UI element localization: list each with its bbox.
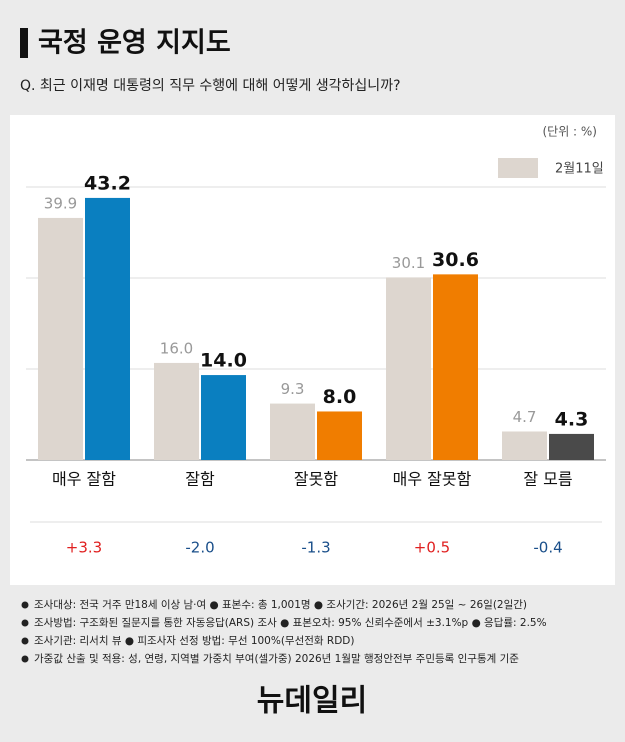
bar <box>154 362 199 460</box>
value-label: 4.7 <box>513 408 537 426</box>
footnote: 조사대상: 전국 거주 만18세 이상 남·여 ● 표본수: 총 1,001명 … <box>34 598 527 611</box>
bar <box>38 217 83 460</box>
value-label: 39.9 <box>44 194 77 212</box>
logo: 뉴데일리 <box>257 684 367 719</box>
change-label: +0.5 <box>414 539 450 557</box>
footnote: 조사기관: 리서치 뷰 ● 피조사자 선정 방법: 무선 100%(무선전화 R… <box>34 635 354 647</box>
bar <box>201 375 246 460</box>
x-tick-label: 매우 잘함 <box>52 470 116 489</box>
legend-swatch <box>498 158 538 178</box>
bar <box>85 197 130 461</box>
footnote-bullet <box>21 619 29 627</box>
value-label: 30.1 <box>392 254 425 272</box>
value-label: 16.0 <box>160 339 193 357</box>
footnote-bullet <box>21 637 29 645</box>
value-label: 9.3 <box>281 380 305 398</box>
bar <box>502 431 547 460</box>
change-label: +3.3 <box>66 539 102 557</box>
value-label: 43.2 <box>84 172 131 194</box>
value-label: 14.0 <box>200 350 247 372</box>
change-label: -1.3 <box>301 539 330 557</box>
legend-label: 2월11일 <box>555 162 604 177</box>
x-tick-label: 매우 잘못함 <box>393 470 472 489</box>
footnote-bullet <box>21 655 29 663</box>
title: 국정 운영 지지도 <box>38 28 231 59</box>
bar <box>270 403 315 460</box>
bar <box>386 277 431 460</box>
change-label: -2.0 <box>185 539 214 557</box>
change-label: -0.4 <box>533 539 562 557</box>
value-label: 30.6 <box>432 249 479 271</box>
x-tick-label: 잘못함 <box>294 470 338 489</box>
x-tick-label: 잘 모름 <box>523 470 572 489</box>
footnote: 가중값 산출 및 적용: 성, 연령, 지역별 가중치 부여(셀가중) 2026… <box>34 653 519 665</box>
bar <box>317 411 362 460</box>
bar <box>433 274 478 460</box>
x-tick-label: 잘함 <box>185 470 215 489</box>
title-marker <box>20 28 28 58</box>
value-label: 8.0 <box>323 386 357 408</box>
bar <box>549 433 594 460</box>
value-label: 4.3 <box>555 408 589 430</box>
unit-note: (단위 : %) <box>542 125 597 139</box>
footnote-bullet <box>21 601 29 609</box>
subtitle: Q. 최근 이재명 대통령의 직무 수행에 대해 어떻게 생각하십니까? <box>20 78 401 94</box>
footnote: 조사방법: 구조화된 질문지를 통한 자동응답(ARS) 조사 ● 표본오차: … <box>34 617 547 629</box>
